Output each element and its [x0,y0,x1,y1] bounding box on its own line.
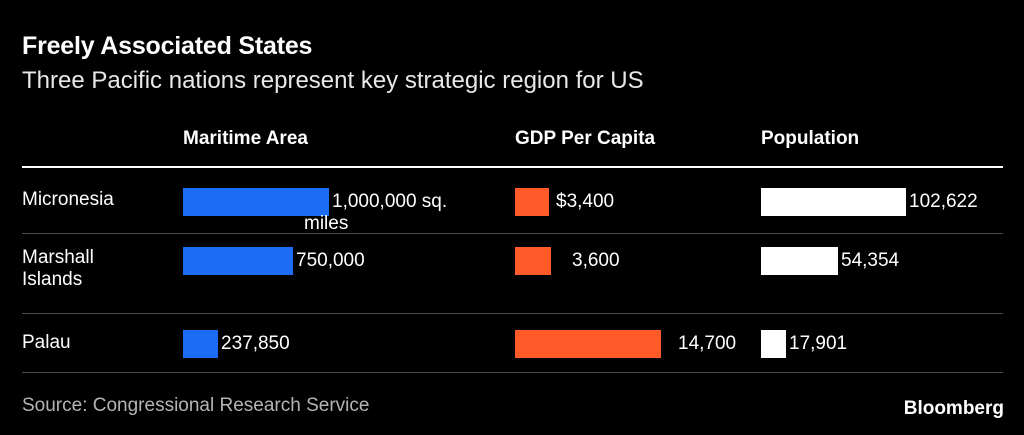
value-label-gdp: 3,600 [572,250,620,271]
row-label: Palau [22,332,71,353]
value-label-area: 237,850 [221,333,290,354]
row-label: Marshall Islands [22,247,94,290]
bar-area [183,247,293,275]
value-label-pop: 54,354 [841,250,900,271]
bloomberg-logo: Bloomberg [903,398,1004,419]
bar-pop [761,247,838,275]
bar-area [183,330,218,358]
bar-pop [761,330,786,358]
value-label-area: 750,000 [296,250,365,271]
bar-gdp [515,330,661,358]
bar-gdp [515,247,551,275]
bar-gdp [515,188,549,216]
row-label: Micronesia [22,189,114,210]
chart-title: Freely Associated States [22,32,313,60]
header-rule [22,166,1003,168]
value-label-pop: 17,901 [789,333,848,354]
row-separator [22,233,1003,234]
value-label-gdp: 14,700 [678,333,737,354]
bar-pop [761,188,906,216]
value-label-pop: 102,622 [909,191,978,212]
row-separator [22,372,1003,373]
column-header-maritime-area: Maritime Area [183,128,308,149]
column-header-population: Population [761,128,860,149]
chart-subtitle: Three Pacific nations represent key stra… [22,67,644,94]
source-note: Source: Congressional Research Service [22,395,370,416]
row-separator [22,313,1003,314]
column-header-gdp-per-capita: GDP Per Capita [515,128,656,149]
bar-area [183,188,329,216]
value-label-area: 1,000,000 sq. miles [304,191,448,234]
value-label-gdp: $3,400 [556,191,615,212]
